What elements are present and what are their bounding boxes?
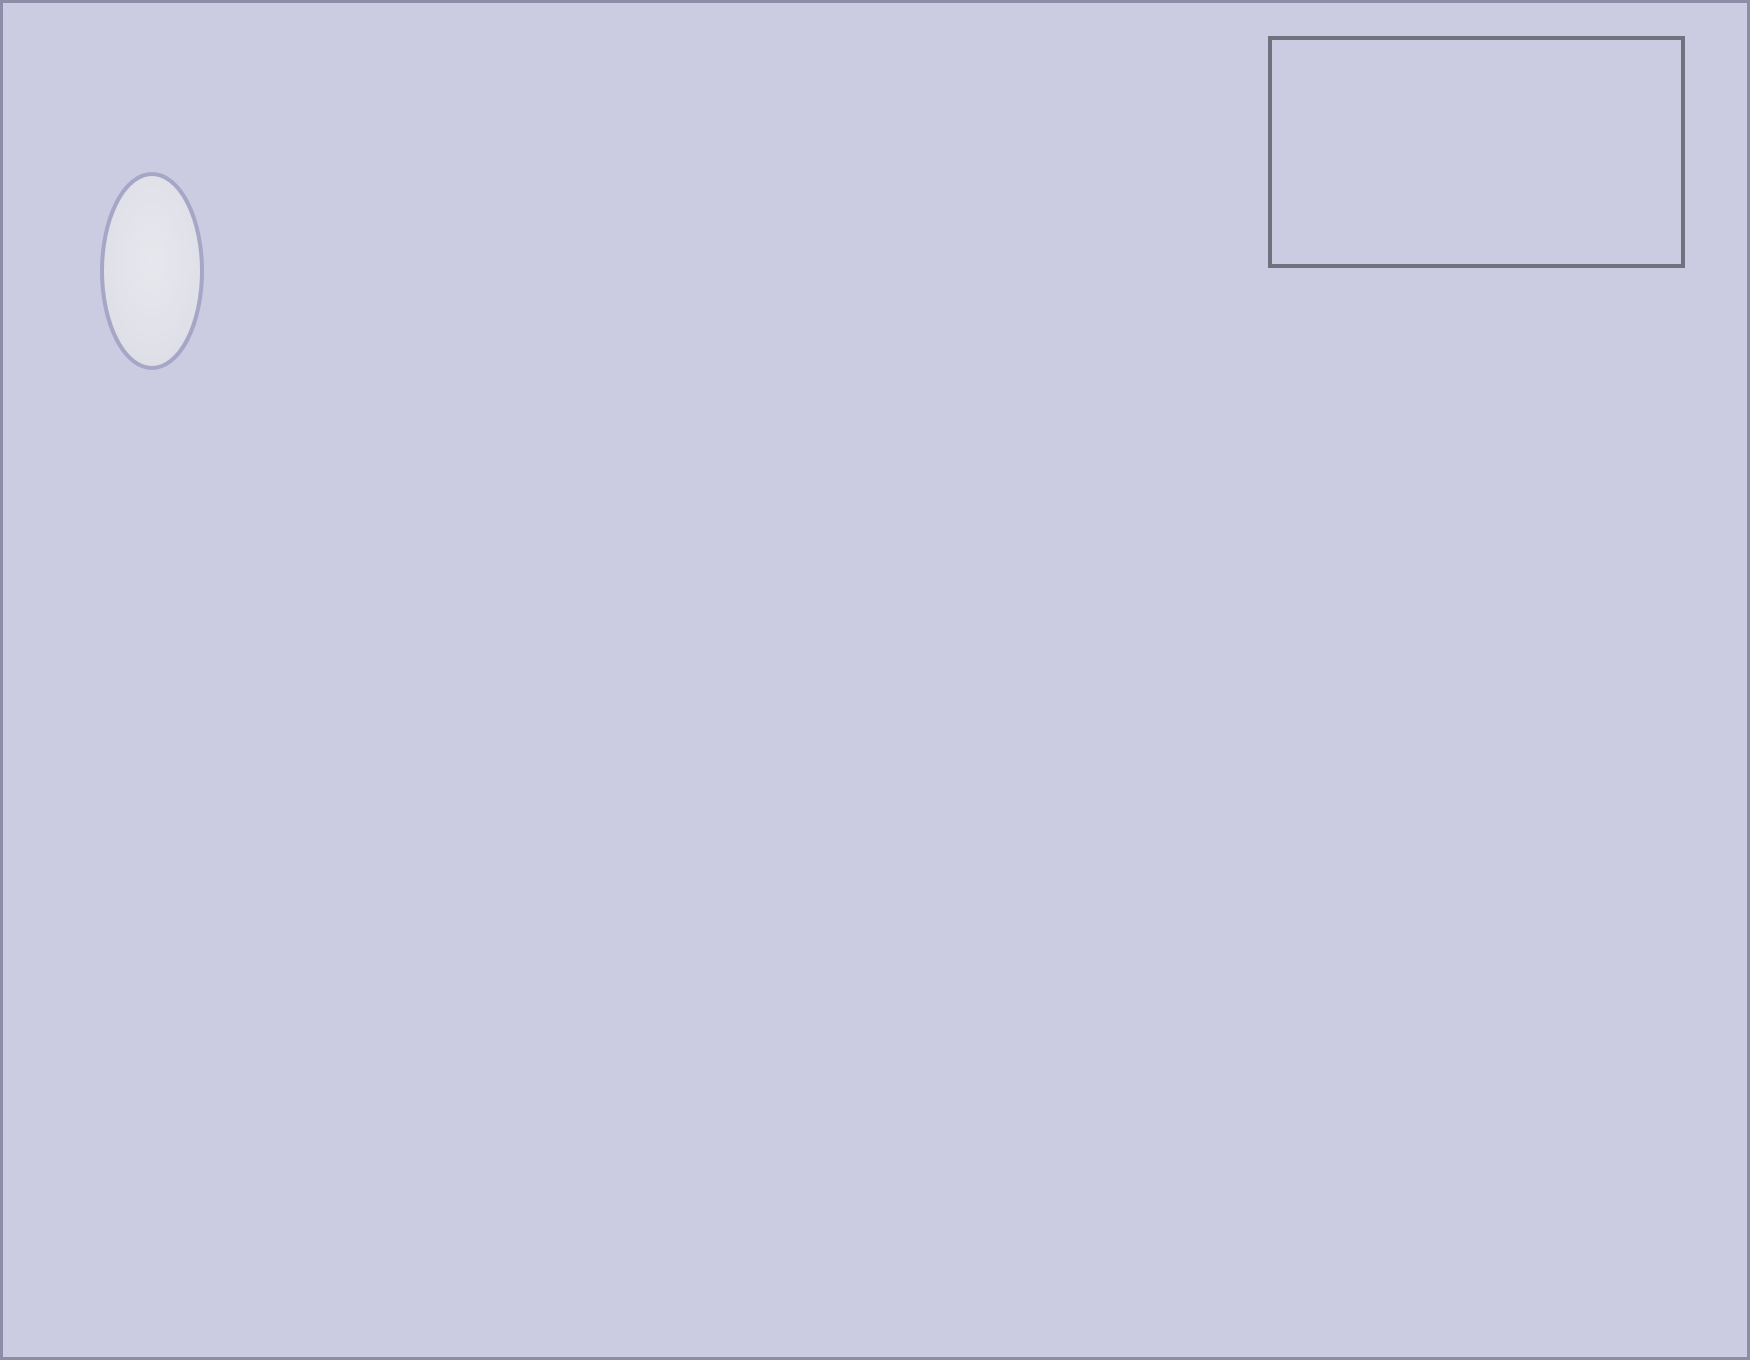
- cluster-ellipses-layer: [100, 172, 204, 370]
- legend-box: [1268, 36, 1685, 268]
- legend: [1268, 36, 1685, 268]
- legend-gradient-bar: [1368, 100, 1587, 142]
- cluster-protein-folding-ellipse: [100, 172, 204, 370]
